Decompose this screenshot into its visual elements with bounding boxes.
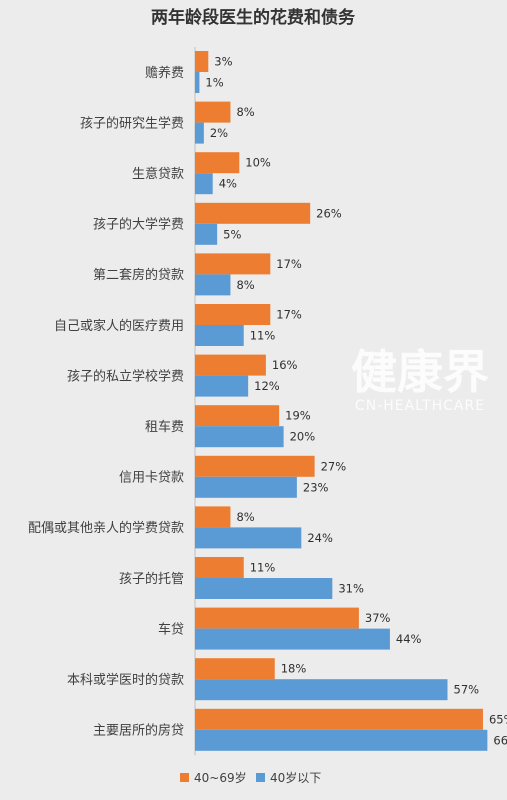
- bar-under-40: [195, 325, 244, 346]
- bar-40-69: [195, 506, 231, 528]
- bar-under-40: [195, 527, 302, 549]
- data-label: 3%: [214, 55, 232, 69]
- watermark-subtitle: CN-HEALTHCARE: [355, 398, 485, 414]
- data-label: 66%: [493, 733, 507, 747]
- legend-swatch: [256, 773, 265, 782]
- bar-40-69: [195, 354, 266, 376]
- category-label: 孩子的研究生学费: [80, 115, 184, 131]
- data-label: 44%: [396, 632, 422, 646]
- bar-40-69: [195, 51, 209, 72]
- data-label: 12%: [254, 379, 280, 393]
- category-label: 生意贷款: [132, 166, 184, 182]
- bar-40-69: [195, 101, 231, 123]
- data-label: 8%: [236, 278, 254, 292]
- chart-title: 两年龄段医生的花费和债务: [151, 7, 356, 28]
- bar-under-40: [195, 679, 448, 701]
- data-label: 24%: [307, 531, 333, 545]
- bar-40-69: [195, 202, 311, 224]
- bar-40-69: [195, 152, 240, 174]
- plot-area: 赡养费 3% 1% 孩子的研究生学费 8% 2% 生意贷款 10% 4% 孩子的大学学费 26% 5%…: [28, 47, 507, 756]
- category-label: 租车费: [145, 419, 184, 435]
- bar-under-40: [195, 578, 333, 599]
- category-label: 主要居所的房贷: [93, 723, 184, 739]
- legend: 40~69岁 40岁以下: [180, 770, 321, 785]
- category-group: 孩子的研究生学费 8% 2%: [80, 101, 255, 144]
- category-label: 信用卡贷款: [119, 471, 184, 486]
- category-label: 本科或学医时的贷款: [67, 672, 184, 688]
- bar-under-40: [195, 476, 297, 498]
- bar-under-40: [195, 173, 213, 195]
- data-label: 11%: [250, 329, 276, 343]
- bar-40-69: [195, 607, 359, 629]
- data-label: 8%: [236, 510, 254, 524]
- data-label: 17%: [276, 308, 302, 322]
- data-label: 57%: [454, 683, 480, 697]
- category-label: 赡养费: [145, 65, 184, 81]
- category-group: 自己或家人的医疗费用 17%11%: [54, 304, 302, 346]
- bar-under-40: [195, 122, 204, 144]
- data-label: 26%: [316, 206, 342, 220]
- category-group: 车贷 37% 44%: [158, 607, 422, 650]
- data-label: 8%: [236, 105, 254, 119]
- watermark-logo: 健康界: [351, 345, 489, 399]
- data-label: 10%: [245, 156, 271, 170]
- category-group: 第二套房的贷款 17% 8%: [93, 253, 302, 296]
- category-group: 孩子的私立学校学费 16% 12%: [67, 354, 298, 397]
- bar-40-69: [195, 304, 271, 325]
- data-label: 23%: [303, 480, 329, 494]
- category-label: 孩子的托管: [119, 571, 184, 587]
- data-label: 19%: [285, 409, 311, 423]
- bar-under-40: [195, 274, 231, 296]
- category-group: 信用卡贷款 27% 23%: [119, 455, 347, 498]
- bar-40-69: [195, 708, 483, 730]
- bar-under-40: [195, 72, 200, 93]
- data-label: 1%: [205, 76, 223, 90]
- category-label: 第二套房的贷款: [93, 267, 184, 283]
- data-label: 5%: [223, 227, 241, 241]
- bar-40-69: [195, 658, 275, 680]
- bar-40-69: [195, 253, 271, 275]
- legend-label: 40~69岁: [194, 770, 247, 785]
- category-group: 孩子的托管 11% 31%: [119, 557, 364, 599]
- data-label: 31%: [338, 582, 364, 596]
- bar-under-40: [195, 729, 488, 751]
- bar-under-40: [195, 426, 284, 448]
- data-label: 11%: [250, 561, 276, 575]
- data-label: 27%: [321, 459, 347, 473]
- data-label: 2%: [210, 126, 228, 140]
- category-group: 赡养费 3% 1%: [145, 51, 233, 93]
- legend-swatch: [180, 773, 189, 782]
- watermark: 健康界 CN-HEALTHCARE: [351, 345, 489, 414]
- category-group: 主要居所的房贷 65% 66%: [93, 708, 507, 751]
- category-group: 本科或学医时的贷款 18% 57%: [67, 658, 480, 701]
- data-label: 37%: [365, 611, 391, 625]
- data-label: 16%: [272, 358, 298, 372]
- category-group: 孩子的大学学费 26% 5%: [93, 202, 342, 245]
- data-label: 17%: [276, 257, 302, 271]
- category-label: 孩子的大学学费: [93, 217, 184, 233]
- legend-item: 40~69岁: [180, 770, 247, 785]
- category-label: 自己或家人的医疗费用: [54, 318, 184, 334]
- category-label: 车贷: [158, 621, 184, 637]
- category-group: 租车费 19% 20%: [145, 405, 316, 448]
- legend-item: 40岁以下: [256, 770, 321, 785]
- category-label: 孩子的私立学校学费: [67, 368, 184, 384]
- legend-label: 40岁以下: [270, 770, 321, 785]
- bar-40-69: [195, 455, 315, 477]
- category-label: 配偶或其他亲人的学费贷款: [28, 520, 184, 536]
- data-label: 4%: [219, 177, 237, 191]
- category-group: 生意贷款 10% 4%: [132, 152, 271, 195]
- data-label: 65%: [489, 712, 507, 726]
- data-label: 18%: [281, 662, 307, 676]
- bar-40-69: [195, 557, 244, 578]
- data-label: 20%: [290, 430, 316, 444]
- bar-under-40: [195, 628, 390, 650]
- bar-under-40: [195, 375, 249, 397]
- category-group: 配偶或其他亲人的学费贷款 8% 24%: [28, 506, 333, 549]
- bar-40-69: [195, 405, 280, 427]
- bar-under-40: [195, 223, 218, 245]
